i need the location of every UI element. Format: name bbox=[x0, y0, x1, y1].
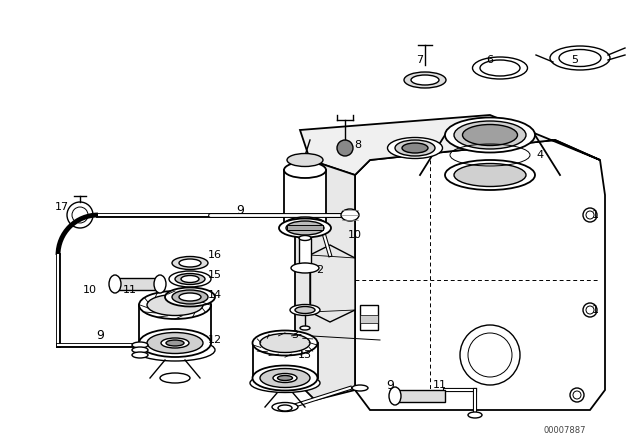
Ellipse shape bbox=[299, 263, 311, 268]
Ellipse shape bbox=[287, 154, 323, 167]
Ellipse shape bbox=[165, 288, 215, 306]
Ellipse shape bbox=[454, 121, 526, 149]
Bar bbox=[395, 390, 445, 402]
Ellipse shape bbox=[273, 374, 297, 383]
Text: 8: 8 bbox=[355, 140, 362, 150]
Ellipse shape bbox=[132, 342, 148, 348]
Polygon shape bbox=[295, 160, 355, 400]
Ellipse shape bbox=[260, 333, 310, 353]
Bar bbox=[284, 170, 326, 225]
Ellipse shape bbox=[286, 221, 324, 235]
Ellipse shape bbox=[139, 291, 211, 319]
Ellipse shape bbox=[169, 271, 211, 287]
Text: 14: 14 bbox=[208, 290, 222, 300]
Ellipse shape bbox=[161, 338, 189, 348]
Bar bbox=[139, 305, 211, 343]
Text: 5: 5 bbox=[572, 55, 579, 65]
Ellipse shape bbox=[291, 263, 319, 273]
Ellipse shape bbox=[550, 46, 610, 70]
Bar bbox=[287, 225, 323, 230]
Ellipse shape bbox=[389, 387, 401, 405]
Ellipse shape bbox=[109, 275, 121, 293]
Ellipse shape bbox=[253, 366, 317, 391]
Ellipse shape bbox=[172, 257, 208, 270]
Text: 9: 9 bbox=[96, 328, 104, 341]
Ellipse shape bbox=[179, 293, 201, 301]
Text: 2: 2 bbox=[316, 265, 324, 275]
Ellipse shape bbox=[454, 164, 526, 186]
Ellipse shape bbox=[395, 140, 435, 156]
Ellipse shape bbox=[279, 219, 331, 237]
Ellipse shape bbox=[139, 329, 211, 357]
Ellipse shape bbox=[352, 385, 368, 391]
Ellipse shape bbox=[179, 259, 201, 267]
Text: 9: 9 bbox=[236, 203, 244, 216]
Ellipse shape bbox=[472, 57, 527, 79]
Circle shape bbox=[570, 388, 584, 402]
Text: 9: 9 bbox=[386, 379, 394, 392]
Ellipse shape bbox=[445, 160, 535, 190]
Ellipse shape bbox=[250, 374, 320, 392]
Ellipse shape bbox=[299, 236, 311, 241]
Ellipse shape bbox=[132, 347, 148, 353]
Circle shape bbox=[460, 325, 520, 385]
Text: 7: 7 bbox=[417, 55, 424, 65]
Text: 16: 16 bbox=[208, 250, 222, 260]
Text: 6: 6 bbox=[486, 55, 493, 65]
Ellipse shape bbox=[147, 332, 203, 353]
Ellipse shape bbox=[387, 138, 442, 159]
Circle shape bbox=[337, 140, 353, 156]
Bar bbox=[115, 278, 160, 290]
Ellipse shape bbox=[468, 412, 482, 418]
Ellipse shape bbox=[147, 294, 203, 315]
Ellipse shape bbox=[132, 352, 148, 358]
Ellipse shape bbox=[411, 75, 439, 85]
Circle shape bbox=[583, 303, 597, 317]
Bar bbox=[360, 315, 378, 323]
Ellipse shape bbox=[284, 217, 326, 233]
Ellipse shape bbox=[166, 340, 184, 346]
Ellipse shape bbox=[300, 326, 310, 330]
Text: 10: 10 bbox=[83, 285, 97, 295]
Ellipse shape bbox=[253, 331, 317, 356]
Ellipse shape bbox=[295, 306, 315, 314]
Ellipse shape bbox=[463, 125, 518, 146]
Text: 3: 3 bbox=[291, 330, 298, 340]
Text: 10: 10 bbox=[348, 230, 362, 240]
Ellipse shape bbox=[260, 369, 310, 388]
Polygon shape bbox=[355, 140, 605, 410]
Text: 12: 12 bbox=[208, 335, 222, 345]
Text: 00007887: 00007887 bbox=[544, 426, 586, 435]
Text: 11: 11 bbox=[433, 380, 447, 390]
Ellipse shape bbox=[278, 375, 292, 380]
Ellipse shape bbox=[290, 305, 320, 315]
Text: 15: 15 bbox=[208, 270, 222, 280]
Ellipse shape bbox=[284, 162, 326, 178]
Ellipse shape bbox=[402, 143, 428, 153]
Bar bbox=[299, 238, 311, 266]
Ellipse shape bbox=[404, 72, 446, 88]
Ellipse shape bbox=[341, 209, 359, 221]
Ellipse shape bbox=[272, 402, 298, 412]
Ellipse shape bbox=[278, 405, 292, 411]
Ellipse shape bbox=[160, 373, 190, 383]
Text: 11: 11 bbox=[123, 285, 137, 295]
Ellipse shape bbox=[135, 339, 215, 361]
Circle shape bbox=[583, 208, 597, 222]
Polygon shape bbox=[310, 245, 355, 322]
Bar bbox=[253, 343, 318, 378]
Text: 13: 13 bbox=[298, 350, 312, 360]
Bar bbox=[360, 305, 378, 330]
Text: 17: 17 bbox=[55, 202, 69, 212]
Text: 4: 4 bbox=[536, 150, 543, 160]
Ellipse shape bbox=[154, 275, 166, 293]
Ellipse shape bbox=[172, 290, 208, 304]
Text: 1: 1 bbox=[591, 305, 598, 315]
Text: 1: 1 bbox=[591, 210, 598, 220]
Ellipse shape bbox=[445, 117, 535, 152]
Polygon shape bbox=[300, 115, 600, 175]
Ellipse shape bbox=[175, 273, 205, 284]
Ellipse shape bbox=[181, 276, 199, 283]
